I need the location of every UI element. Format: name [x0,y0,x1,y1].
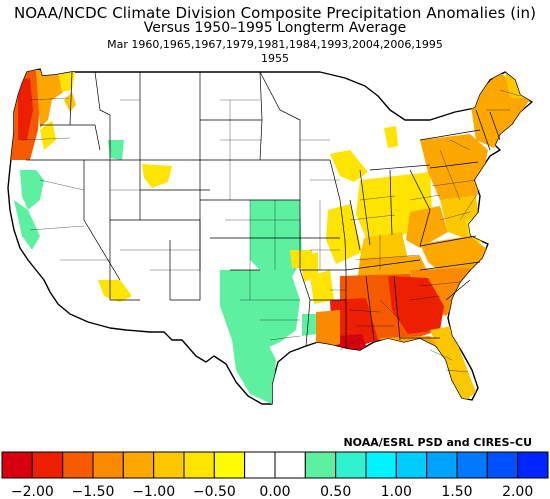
map-subtitle: Versus 1950–1995 Longterm Average [143,20,407,36]
louisiana-central-region [316,310,340,350]
legend-tick-label: 1.00 [381,484,412,499]
anomaly-fills [10,70,530,404]
legend-swatch [153,451,185,479]
legend-tick-label: −1.00 [132,484,175,499]
legend-tick-labels: −2.00 −1.50 −1.00 −0.50 0.00 0.50 1.00 1.50 2.00 [11,484,533,499]
legend-swatch [335,451,367,479]
legend-swatch [426,451,458,479]
louisiana-west-region [302,314,318,336]
color-scale-legend: −2.00 −1.50 −1.00 −0.50 0.00 0.50 1.00 1.50 2.00 [1,451,549,499]
legend-swatch [395,451,428,479]
georgia-core-region [388,276,444,334]
legend-swatch [365,451,397,479]
idaho-east-region [108,140,124,160]
legend-swatch [517,451,549,479]
legend-swatch [183,451,215,479]
legend-swatch [274,451,306,479]
legend-swatch [304,451,337,479]
legend-tick-label: 2.00 [502,484,533,499]
us-precipitation-map [7,68,533,405]
data-source-credit: NOAA/ESRL PSD and CIRES–CU [343,436,532,449]
oklahoma-east-region [300,252,318,282]
wyoming-region [142,164,172,188]
legend-swatches [1,451,549,479]
upper-michigan-region [384,126,398,148]
map-title: NOAA/NCDC Climate Division Composite Pre… [13,4,537,22]
arizona-region [98,280,132,302]
legend-tick-label: −1.50 [72,484,115,499]
washington-east-region [58,72,75,92]
legend-swatch [62,451,94,479]
legend-tick-label: 0.00 [259,484,290,499]
florida-peninsula-region [430,326,476,402]
texas-south-region [232,340,276,404]
composite-years: Mar 1960,1965,1967,1979,1981,1984,1993,2… [107,38,443,51]
legend-swatch [92,451,124,479]
legend-tick-label: −0.50 [193,484,236,499]
climate-division-boundaries [21,89,521,373]
sierra-nevada-region [20,170,44,210]
legend-swatch [1,451,33,479]
legend-swatch [31,451,64,479]
great-lakes-michigan-region [330,150,368,182]
west-virginia-region [406,206,448,248]
oregon-interior-region [40,120,56,150]
legend-swatch [213,451,246,479]
legend-swatch [456,451,488,479]
central-california-region [14,200,40,250]
legend-swatch [486,451,519,479]
pnw-west-region [18,78,33,140]
legend-tick-label: 0.50 [320,484,351,499]
legend-swatch [122,451,155,479]
legend-tick-label: 1.50 [441,484,472,499]
texas-west-region [220,270,300,356]
legend-swatch [244,451,276,479]
new-york-pennsylvania-region [420,134,488,200]
composite-years-continued: 1955 [261,52,289,65]
idaho-panhandle-region [64,92,76,112]
legend-tick-label: −2.00 [11,484,54,499]
arkansas-region [310,270,334,304]
